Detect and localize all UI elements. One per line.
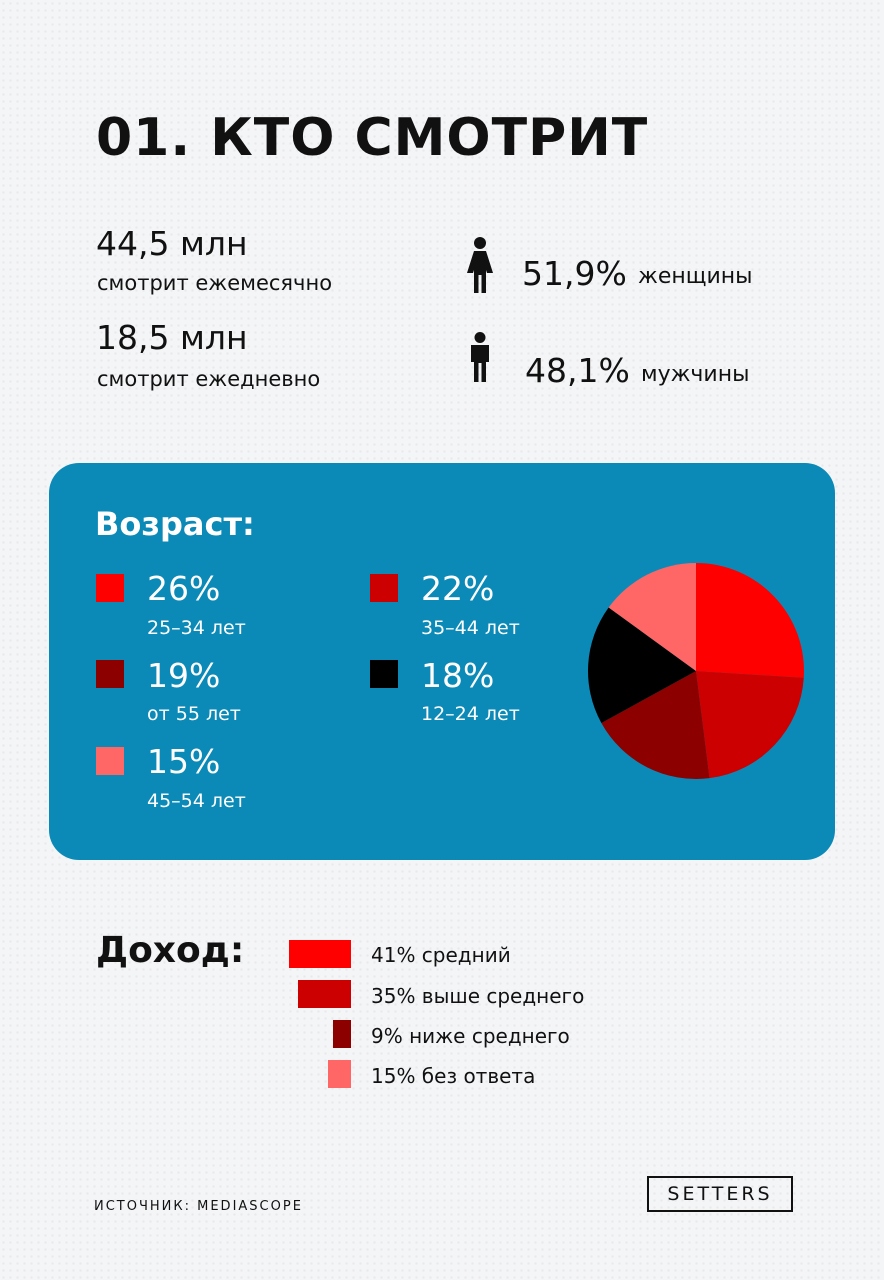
income-label-no-answer: 15% без ответа <box>371 1064 536 1088</box>
pie-slice-35-44 <box>696 671 804 779</box>
female-pct: 51,9% <box>522 254 627 293</box>
female-label: женщины <box>638 264 753 289</box>
setters-logo: SETTERS <box>647 1176 793 1212</box>
income-bar-below-average <box>333 1020 351 1048</box>
daily-label: смотрит ежедневно <box>97 367 321 391</box>
age-panel: Возраст: 26% 25–34 лет 22% 35–44 лет 19%… <box>49 463 835 860</box>
age-title: Возраст: <box>95 505 255 543</box>
woman-icon <box>467 237 493 293</box>
pie-slice-25-34 <box>696 563 804 678</box>
age-range-45-54: 45–54 лет <box>147 790 246 812</box>
income-label-below-average: 9% ниже среднего <box>371 1024 570 1048</box>
pie-slice-45-54 <box>608 563 696 671</box>
monthly-label: смотрит ежемесячно <box>97 271 333 295</box>
age-pct-45-54: 15% <box>147 742 221 781</box>
age-pie-chart <box>588 563 804 779</box>
page-title: 01. КТО СМОТРИТ <box>96 108 649 168</box>
income-label-average: 41% средний <box>371 943 511 967</box>
age-pct-55plus: 19% <box>147 656 221 695</box>
male-label: мужчины <box>641 362 750 387</box>
income-bar-no-answer <box>328 1060 351 1088</box>
age-range-55plus: от 55 лет <box>147 703 241 725</box>
income-label-above-average: 35% выше среднего <box>371 984 585 1008</box>
monthly-value: 44,5 млн <box>96 224 248 263</box>
age-range-35-44: 35–44 лет <box>421 617 520 639</box>
age-pct-12-24: 18% <box>421 656 495 695</box>
age-swatch-35-44 <box>370 574 398 602</box>
age-swatch-25-34 <box>96 574 124 602</box>
pie-slice-55plus <box>601 671 710 779</box>
man-icon <box>471 332 489 382</box>
age-pct-35-44: 22% <box>421 569 495 608</box>
age-pct-25-34: 26% <box>147 569 221 608</box>
income-bar-above-average <box>298 980 351 1008</box>
income-title: Доход: <box>96 930 245 971</box>
age-range-12-24: 12–24 лет <box>421 703 520 725</box>
daily-value: 18,5 млн <box>96 318 248 357</box>
male-pct: 48,1% <box>525 351 630 390</box>
income-bar-average <box>289 940 351 968</box>
source-note: ИСТОЧНИК: MEDIASCOPE <box>94 1199 303 1214</box>
age-swatch-55plus <box>96 660 124 688</box>
pie-slice-12-24 <box>588 607 696 724</box>
age-range-25-34: 25–34 лет <box>147 617 246 639</box>
age-swatch-45-54 <box>96 747 124 775</box>
age-swatch-12-24 <box>370 660 398 688</box>
